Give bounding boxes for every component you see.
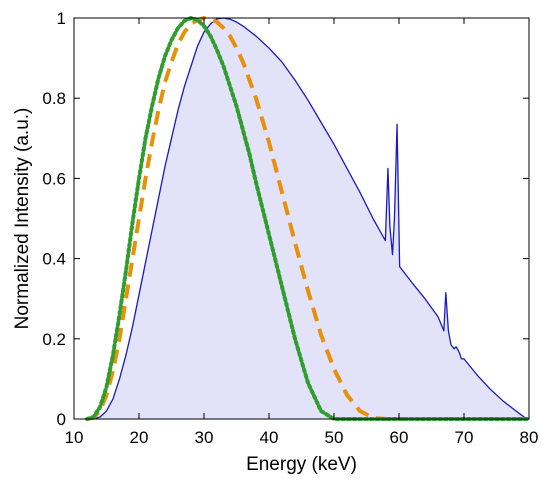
y-tick-label: 0.8 [42, 89, 66, 108]
x-tick-label: 40 [260, 428, 279, 447]
x-tick-label: 20 [130, 428, 149, 447]
x-axis-label: Energy (keV) [246, 454, 357, 475]
series-1-line [93, 17, 527, 420]
series-1-area [93, 18, 527, 419]
series-2-line [86, 16, 406, 421]
y-tick-label: 1 [57, 9, 66, 28]
x-tick-label: 70 [455, 428, 474, 447]
y-tick-label: 0.2 [42, 330, 66, 349]
x-tick-label: 80 [520, 428, 539, 447]
y-tick-label: 0 [57, 410, 66, 429]
axis-ticks: 10 20 30 40 50 60 70 80 0 0.2 0.4 0.6 0.8 1 [42, 9, 538, 447]
y-tick-label: 0.6 [42, 169, 66, 188]
x-tick-label: 50 [325, 428, 344, 447]
x-tick-label: 60 [390, 428, 409, 447]
y-tick-label: 0.4 [42, 250, 66, 269]
x-tick-label: 10 [65, 428, 84, 447]
plot-frame [73, 17, 530, 420]
y-axis-label: Normalized Intensity (a.u.) [12, 108, 33, 330]
plot-area [85, 16, 531, 421]
x-tick-label: 30 [195, 428, 214, 447]
series-3-line [85, 16, 531, 421]
